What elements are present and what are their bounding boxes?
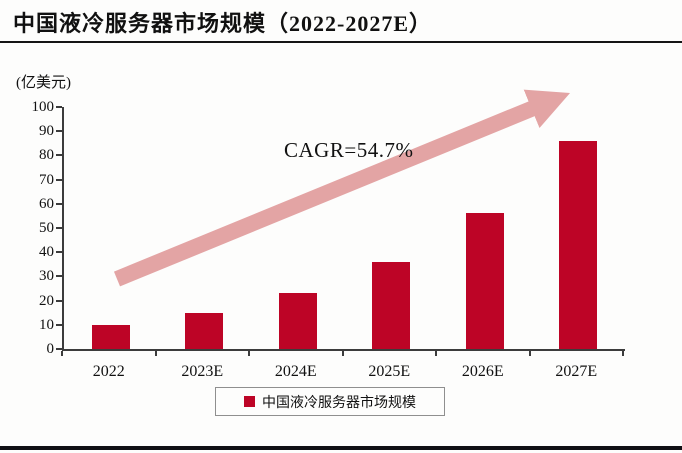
bar-2022 [91, 324, 130, 349]
x-tick-mark-2 [248, 351, 250, 356]
y-tick-label-30: 30 [39, 268, 54, 285]
x-tick-mark-3 [341, 351, 344, 356]
page-title: 中国液冷服务器市场规模（2022-2027E） [13, 11, 433, 36]
x-tick-mark-6 [622, 351, 624, 356]
x-tick-label-2024E: 2024E [274, 363, 317, 380]
x-tick-mark-5 [528, 351, 531, 356]
cagr-annotation: CAGR=54.7% [284, 138, 414, 162]
x-tick-mark-0 [61, 351, 63, 356]
title-divider [0, 41, 682, 43]
legend-series-label: 中国液冷服务器市场规模 [262, 395, 416, 411]
y-tick-mark-90 [56, 130, 62, 133]
x-tick-label-2022: 2022 [92, 363, 125, 380]
bar-2027E [559, 140, 598, 349]
bottom-divider [0, 446, 682, 450]
y-tick-mark-50 [56, 227, 62, 229]
y-tick-mark-80 [56, 154, 62, 157]
y-tick-label-50: 50 [39, 220, 54, 236]
y-tick-mark-20 [56, 299, 62, 302]
bar-2023E [185, 312, 224, 349]
y-tick-label-70: 70 [39, 171, 54, 188]
bar-2026E [465, 213, 504, 349]
y-tick-label-80: 80 [39, 147, 54, 164]
y-tick-mark-30 [56, 275, 62, 278]
y-tick-label-10: 10 [39, 316, 54, 333]
x-tick-label-2023E: 2023E [181, 363, 224, 380]
y-tick-mark-40 [56, 251, 62, 254]
y-tick-mark-60 [56, 202, 62, 205]
y-tick-mark-100 [56, 106, 62, 108]
y-tick-label-20: 20 [39, 292, 54, 309]
x-tick-label-2026E: 2026E [461, 363, 504, 380]
x-tick-mark-1 [154, 351, 157, 356]
y-tick-mark-70 [56, 178, 62, 181]
y-tick-label-90: 90 [39, 123, 54, 140]
y-tick-label-40: 40 [39, 244, 54, 261]
x-tick-label-2025E: 2025E [368, 363, 411, 380]
legend-marker-square [244, 396, 255, 407]
x-tick-mark-4 [435, 351, 437, 356]
y-tick-mark-0 [56, 348, 62, 350]
y-tick-label-60: 60 [39, 195, 54, 212]
bar-2024E [278, 293, 317, 349]
y-tick-mark-10 [56, 323, 62, 326]
chart-legend: 中国液冷服务器市场规模 [215, 387, 445, 416]
bar-2025E [372, 261, 411, 349]
y-axis-unit-label: (亿美元) [16, 75, 71, 91]
y-tick-label-0: 0 [46, 341, 55, 357]
x-tick-label-2027E: 2027E [555, 363, 598, 380]
y-tick-label-100: 100 [31, 99, 55, 115]
